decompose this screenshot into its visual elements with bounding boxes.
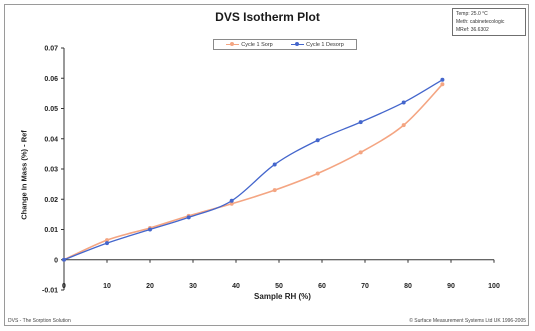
chart-legend: Cycle 1 Sorp Cycle 1 Desorp	[213, 39, 357, 50]
legend-swatch-sorp	[226, 42, 240, 46]
x-tick-label: 40	[232, 283, 240, 290]
data-point-desorp	[272, 162, 277, 167]
data-point-desorp	[440, 77, 445, 82]
legend-entry-sorp: Cycle 1 Sorp	[226, 42, 273, 48]
data-point-desorp	[358, 120, 363, 125]
y-tick-label: 0.01	[44, 227, 58, 234]
data-point-sorp	[229, 201, 234, 206]
x-tick-label: 20	[146, 283, 154, 290]
y-axis-label: Change In Mass (%) - Ref	[19, 130, 29, 220]
footer-right: © Surface Measurement Systems Ltd UK 199…	[409, 318, 526, 324]
x-tick-label: 100	[488, 283, 500, 290]
data-point-desorp	[62, 257, 66, 262]
x-axis-label: Sample RH (%)	[254, 292, 311, 301]
x-tick-label: 50	[275, 283, 283, 290]
series-line-sorp	[63, 83, 443, 261]
info-box: Temp: 25.0 °C Meth: cabinetecologic MRef…	[452, 8, 526, 36]
data-point-sorp	[440, 82, 445, 87]
data-point-desorp	[229, 198, 234, 203]
data-point-sorp	[272, 188, 277, 193]
info-line-mref: MRef: 36.6302	[456, 27, 489, 33]
x-tick-label: 10	[103, 283, 111, 290]
data-point-sorp	[315, 171, 320, 176]
x-tick-label: 0	[62, 283, 66, 290]
legend-entry-desorp: Cycle 1 Desorp	[291, 42, 344, 48]
x-tick-label: 30	[189, 283, 197, 290]
x-tick-label: 90	[447, 283, 455, 290]
chart-frame	[4, 4, 529, 326]
legend-label-desorp: Cycle 1 Desorp	[306, 41, 344, 48]
x-tick-label: 60	[318, 283, 326, 290]
data-point-desorp	[401, 100, 406, 105]
series-line-desorp	[63, 79, 443, 261]
y-tick-label: 0.03	[44, 167, 58, 174]
data-point-desorp	[186, 215, 191, 220]
y-tick-label: 0.07	[44, 46, 58, 53]
info-line-temp: Temp: 25.0 °C	[456, 11, 488, 17]
x-tick-label: 80	[404, 283, 412, 290]
data-point-sorp	[401, 123, 406, 128]
y-tick-label: 0.06	[44, 76, 58, 83]
data-point-sorp	[105, 238, 109, 243]
chart-title: DVS Isotherm Plot	[215, 10, 320, 24]
legend-swatch-desorp	[291, 42, 305, 46]
data-point-desorp	[315, 138, 320, 143]
x-tick-label: 70	[361, 283, 369, 290]
data-point-desorp	[105, 241, 109, 246]
data-point-desorp	[148, 227, 152, 232]
data-point-sorp	[358, 150, 363, 155]
y-tick-label: 0.02	[44, 197, 58, 204]
footer-left: DVS - The Sorption Solution	[8, 318, 71, 324]
y-tick-label: 0.05	[44, 106, 58, 113]
y-tick-label: 0.04	[44, 136, 58, 143]
y-tick-label: 0	[54, 257, 58, 264]
y-tick-label: -0.01	[42, 288, 58, 295]
info-line-method: Meth: cabinetecologic	[456, 19, 505, 25]
legend-label-sorp: Cycle 1 Sorp	[241, 41, 273, 48]
